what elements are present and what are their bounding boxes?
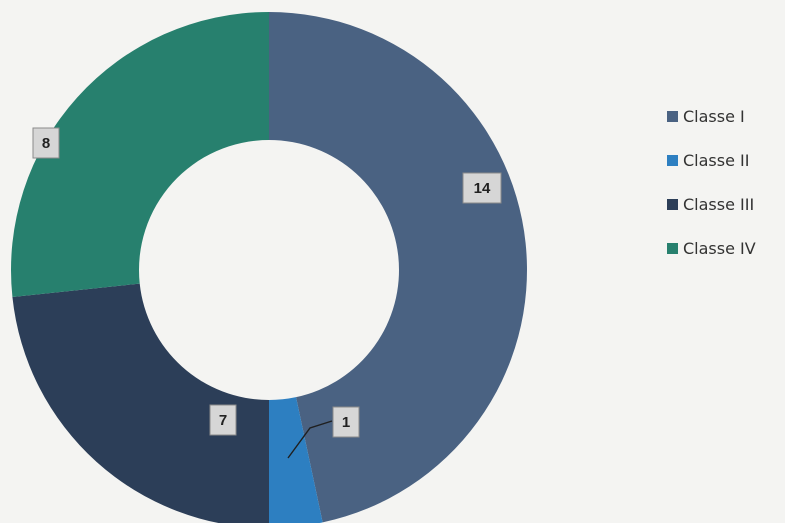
slice-classe-iv bbox=[10, 12, 269, 297]
data-label-classe-iii: 7 bbox=[209, 404, 237, 436]
leader-lines bbox=[287, 420, 333, 459]
data-labels: 14 1 7 8 bbox=[32, 127, 502, 438]
slice-classe-ii bbox=[269, 397, 323, 523]
data-label-box bbox=[332, 406, 360, 438]
data-label-box bbox=[462, 172, 502, 204]
data-label-box bbox=[32, 127, 60, 159]
data-label-text: 8 bbox=[42, 135, 50, 152]
legend-label-classe-ii: Classe II bbox=[683, 150, 750, 170]
slice-classe-iii bbox=[12, 283, 269, 523]
slice-classe-i bbox=[269, 12, 527, 523]
donut-slices bbox=[10, 12, 527, 523]
data-label-classe-i: 14 bbox=[462, 172, 502, 204]
legend-swatch-classe-iii bbox=[667, 198, 678, 210]
data-label-classe-ii: 1 bbox=[332, 406, 360, 438]
legend-swatch-classe-ii bbox=[667, 154, 678, 166]
leader-line-classe-ii bbox=[287, 420, 333, 459]
legend-label-classe-i: Classe I bbox=[683, 106, 745, 126]
legend-item-classe-iv: Classe IV bbox=[667, 236, 782, 260]
legend-item-classe-ii: Classe II bbox=[667, 148, 782, 172]
legend-item-classe-i: Classe I bbox=[667, 104, 782, 128]
legend-swatch-classe-i bbox=[667, 110, 678, 122]
legend-item-classe-iii: Classe III bbox=[667, 192, 782, 216]
data-label-text: 14 bbox=[474, 180, 491, 197]
legend-swatch-classe-iv bbox=[667, 242, 678, 254]
legend-label-classe-iii: Classe III bbox=[683, 194, 755, 214]
data-label-box bbox=[209, 404, 237, 436]
data-label-text: 7 bbox=[219, 412, 227, 429]
legend-label-classe-iv: Classe IV bbox=[683, 238, 756, 258]
legend: Classe I Classe II Classe III Classe IV bbox=[667, 104, 782, 280]
data-label-text: 1 bbox=[342, 414, 350, 431]
data-label-classe-iv: 8 bbox=[32, 127, 60, 159]
